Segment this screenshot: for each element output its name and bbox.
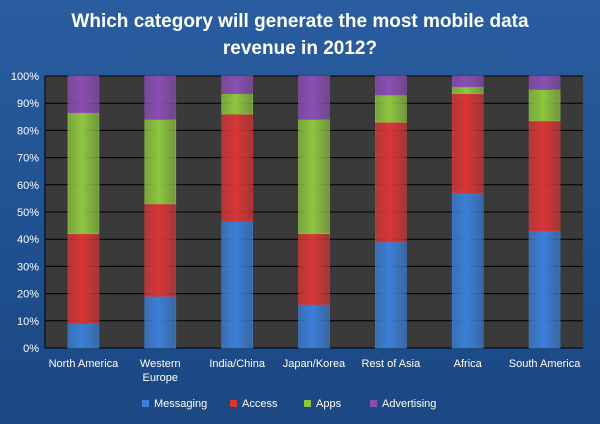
bar-segment xyxy=(375,94,407,123)
x-tick-label: North America xyxy=(49,358,120,370)
bar-segment xyxy=(451,86,484,94)
x-tick-label: Japan/Korea xyxy=(283,358,346,370)
bar-segment xyxy=(221,93,253,115)
bar-segment xyxy=(298,304,330,349)
legend-swatch xyxy=(142,400,149,407)
y-tick-label: 40% xyxy=(17,234,39,246)
y-tick-label: 60% xyxy=(17,180,39,192)
bar-segment xyxy=(67,75,100,114)
bar-segment xyxy=(528,89,561,122)
bar-segment xyxy=(528,120,561,232)
bar-segment xyxy=(298,233,330,305)
legend-swatch xyxy=(230,400,237,407)
bar-segment xyxy=(221,75,253,94)
bar-segment xyxy=(451,93,484,194)
x-tick-label: South America xyxy=(509,358,581,370)
bar-segment xyxy=(451,75,484,88)
x-tick-label: Western Europe xyxy=(140,358,181,384)
bar-segment xyxy=(375,241,407,349)
bar-segment xyxy=(528,230,561,349)
y-tick-label: 70% xyxy=(17,153,39,165)
bar-segment xyxy=(221,221,253,349)
legend-swatch xyxy=(370,400,377,407)
bar-segment xyxy=(451,192,484,349)
bar-segment xyxy=(144,296,177,349)
y-tick-label: 50% xyxy=(17,207,39,219)
bar-segment xyxy=(375,75,407,96)
y-tick-label: 30% xyxy=(17,261,39,273)
y-tick-label: 80% xyxy=(17,125,39,137)
bar-segment xyxy=(144,203,177,297)
legend-label: Apps xyxy=(316,398,342,410)
y-tick-label: 100% xyxy=(11,71,39,83)
bar-segment xyxy=(144,75,177,120)
bar-segment xyxy=(298,75,330,120)
chart-title: Which category will generate the most mo… xyxy=(71,11,529,59)
legend-label: Messaging xyxy=(154,398,207,410)
y-tick-label: 10% xyxy=(17,316,39,328)
bar-segment xyxy=(67,112,100,235)
bar-segment xyxy=(528,75,561,90)
y-tick-label: 0% xyxy=(23,343,39,355)
bar-segment xyxy=(67,233,100,324)
legend-label: Access xyxy=(242,398,278,410)
x-tick-label: Africa xyxy=(454,358,483,370)
y-tick-label: 20% xyxy=(17,289,39,301)
y-tick-label: 90% xyxy=(17,98,39,110)
bar-segment xyxy=(221,113,253,222)
x-tick-label: Rest of Asia xyxy=(362,358,422,370)
bar-segment xyxy=(375,121,407,243)
x-tick-label: India/China xyxy=(209,358,266,370)
legend-swatch xyxy=(304,400,311,407)
bar-segment xyxy=(144,119,177,205)
legend-label: Advertising xyxy=(382,398,436,410)
bar-segment xyxy=(67,323,100,349)
bar-segment xyxy=(298,119,330,235)
